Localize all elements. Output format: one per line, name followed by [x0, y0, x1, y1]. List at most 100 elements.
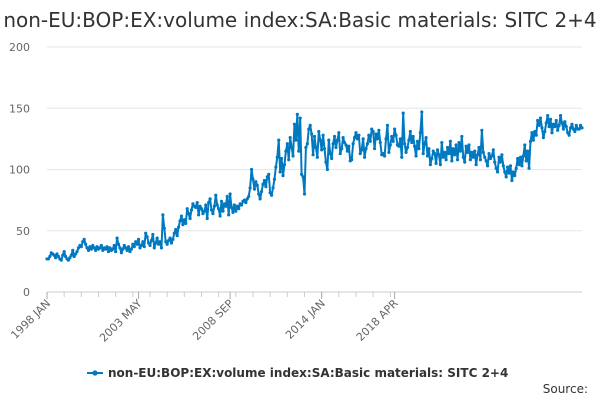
- data-point[interactable]: [75, 249, 79, 254]
- data-point[interactable]: [510, 178, 514, 183]
- data-point[interactable]: [398, 137, 402, 141]
- data-point[interactable]: [327, 138, 331, 142]
- data-point[interactable]: [267, 172, 271, 176]
- data-point[interactable]: [235, 204, 239, 208]
- data-point[interactable]: [494, 166, 498, 170]
- data-point[interactable]: [234, 209, 238, 213]
- data-point[interactable]: [182, 218, 186, 222]
- data-point[interactable]: [261, 182, 265, 186]
- data-point[interactable]: [354, 131, 358, 135]
- data-point[interactable]: [155, 236, 159, 240]
- data-point[interactable]: [460, 134, 464, 139]
- data-point[interactable]: [227, 213, 231, 217]
- data-point[interactable]: [81, 240, 85, 244]
- data-point[interactable]: [172, 231, 176, 235]
- data-point[interactable]: [544, 121, 548, 125]
- data-point[interactable]: [269, 193, 274, 197]
- data-point[interactable]: [298, 116, 302, 120]
- data-point[interactable]: [205, 216, 209, 221]
- data-point[interactable]: [135, 242, 139, 246]
- data-point[interactable]: [496, 170, 500, 174]
- data-point[interactable]: [154, 241, 158, 245]
- data-point[interactable]: [498, 160, 503, 164]
- data-point[interactable]: [245, 197, 249, 201]
- data-point[interactable]: [485, 164, 490, 168]
- data-point[interactable]: [540, 126, 544, 130]
- data-point[interactable]: [248, 186, 252, 190]
- data-point[interactable]: [404, 150, 408, 154]
- data-point[interactable]: [188, 216, 192, 221]
- data-point[interactable]: [199, 207, 204, 211]
- data-point[interactable]: [281, 174, 285, 178]
- data-point[interactable]: [165, 242, 169, 246]
- data-point[interactable]: [481, 150, 485, 154]
- data-point[interactable]: [350, 158, 354, 162]
- data-point[interactable]: [175, 234, 179, 238]
- data-point[interactable]: [364, 147, 368, 151]
- data-point[interactable]: [388, 143, 392, 147]
- data-point[interactable]: [168, 236, 172, 240]
- data-point[interactable]: [391, 139, 395, 143]
- data-point[interactable]: [126, 245, 131, 249]
- data-point[interactable]: [312, 134, 317, 139]
- data-point[interactable]: [48, 254, 52, 259]
- data-point[interactable]: [291, 154, 295, 158]
- data-point[interactable]: [166, 238, 171, 243]
- data-point[interactable]: [111, 247, 115, 251]
- data-point[interactable]: [488, 156, 493, 161]
- data-point[interactable]: [534, 133, 538, 137]
- data-point[interactable]: [237, 207, 241, 211]
- data-point[interactable]: [222, 202, 226, 206]
- data-point[interactable]: [311, 153, 315, 157]
- data-point[interactable]: [403, 142, 407, 146]
- data-point[interactable]: [497, 155, 501, 159]
- data-point[interactable]: [280, 156, 284, 161]
- data-point[interactable]: [561, 127, 566, 131]
- data-point[interactable]: [524, 159, 528, 163]
- data-point[interactable]: [72, 254, 76, 259]
- data-point[interactable]: [423, 142, 427, 146]
- data-point[interactable]: [567, 133, 571, 137]
- data-point[interactable]: [105, 245, 109, 249]
- data-point[interactable]: [464, 144, 468, 148]
- data-point[interactable]: [351, 142, 355, 146]
- data-point[interactable]: [145, 235, 149, 239]
- data-point[interactable]: [573, 129, 577, 134]
- data-point[interactable]: [365, 142, 370, 146]
- data-point[interactable]: [340, 147, 344, 151]
- data-point[interactable]: [69, 253, 73, 257]
- data-point[interactable]: [490, 154, 494, 158]
- data-point[interactable]: [148, 243, 152, 248]
- data-point[interactable]: [463, 160, 467, 164]
- data-point[interactable]: [357, 133, 361, 137]
- data-point[interactable]: [523, 143, 527, 147]
- data-point[interactable]: [571, 127, 576, 131]
- data-point[interactable]: [218, 214, 222, 218]
- data-point[interactable]: [377, 128, 381, 132]
- data-point[interactable]: [368, 139, 372, 143]
- data-point[interactable]: [300, 172, 304, 176]
- data-point[interactable]: [284, 149, 288, 153]
- data-point[interactable]: [577, 127, 581, 131]
- data-point[interactable]: [375, 137, 380, 141]
- data-point[interactable]: [473, 149, 477, 153]
- data-point[interactable]: [124, 246, 128, 250]
- data-point[interactable]: [461, 155, 465, 159]
- data-point[interactable]: [491, 148, 495, 152]
- data-point[interactable]: [467, 143, 471, 147]
- data-point[interactable]: [268, 191, 272, 195]
- data-point[interactable]: [321, 133, 325, 137]
- data-point[interactable]: [128, 249, 132, 254]
- data-point[interactable]: [566, 131, 570, 135]
- data-point[interactable]: [320, 148, 324, 152]
- data-point[interactable]: [52, 253, 56, 257]
- data-point[interactable]: [318, 138, 322, 142]
- data-point[interactable]: [513, 174, 517, 178]
- data-point[interactable]: [217, 207, 221, 211]
- data-point[interactable]: [125, 248, 129, 252]
- data-point[interactable]: [520, 164, 524, 168]
- data-point[interactable]: [262, 178, 267, 183]
- data-point[interactable]: [68, 256, 72, 260]
- data-point[interactable]: [414, 154, 418, 158]
- data-point[interactable]: [382, 154, 387, 158]
